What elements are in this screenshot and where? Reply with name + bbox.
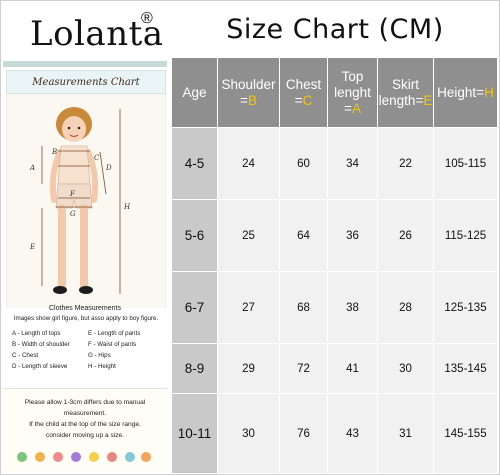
header-label: Age: [182, 85, 206, 101]
skirt-length-cell: 28: [378, 272, 434, 344]
height-cell: 105-115: [434, 128, 498, 200]
header-label: Height=H: [437, 85, 494, 101]
legend-item: H - Height: [88, 363, 116, 370]
brand-logo: Lolanta ®: [6, 2, 166, 56]
legend-item: A - Length of tops: [12, 330, 61, 337]
header-label: Skirt length=E: [378, 77, 433, 109]
fruit-decoration-icons: [17, 452, 151, 462]
legend-row: A - Length of tops E - Length of pants: [12, 328, 164, 339]
note-box: [3, 388, 167, 471]
header-shoulder: Shoulder =B: [218, 58, 280, 128]
top-length-cell: 38: [328, 272, 378, 344]
header-top-length: Top lenght =A: [328, 58, 378, 128]
legend-item: C - Chest: [12, 352, 39, 359]
measurement-code: B: [247, 92, 257, 108]
panel-top-bar: [3, 61, 167, 67]
header-text: Chest =: [285, 76, 322, 108]
skirt-length-cell: 22: [378, 128, 434, 200]
child-figure-illustration: B C D A F G E H: [29, 107, 131, 294]
label-g: G: [70, 210, 76, 218]
chest-cell: 64: [280, 200, 328, 272]
header-text: Height=: [437, 84, 485, 100]
shoulder-cell: 25: [218, 200, 280, 272]
header-label: Chest =C: [280, 77, 327, 109]
legend-row: C - Chest G - Hips: [12, 350, 164, 361]
height-cell: 145-155: [434, 394, 498, 474]
header-age: Age: [172, 58, 218, 128]
skirt-length-cell: 31: [378, 394, 434, 474]
clothes-measurements-title: Clothes Measurements: [49, 305, 121, 312]
age-cell: 10-11: [172, 394, 218, 474]
note-line: Please allow 1-3cm differs due to manual: [24, 399, 146, 406]
height-cell: 115-125: [434, 200, 498, 272]
top-length-cell: 34: [328, 128, 378, 200]
shoulder-cell: 24: [218, 128, 280, 200]
chest-cell: 76: [280, 394, 328, 474]
legend-row: B - Width of shoulder F - Waist of pants: [12, 339, 164, 350]
chest-cell: 60: [280, 128, 328, 200]
age-cell: 6-7: [172, 272, 218, 344]
legend-item: B - Width of shoulder: [12, 341, 70, 348]
brand-name: Lolanta: [30, 14, 164, 54]
skirt-length-cell: 30: [378, 344, 434, 394]
legend-item: G - Hips: [88, 352, 111, 359]
legend-item: D - Length of sleeve: [12, 363, 68, 370]
panel-title-box: Measurements Chart: [6, 70, 166, 94]
header-height: Height=H: [434, 58, 498, 128]
height-cell: 125-135: [434, 272, 498, 344]
note-line: measurement.: [63, 410, 107, 417]
header-text: Shoulder =: [221, 76, 276, 108]
legend-row: D - Length of sleeve H - Height: [12, 361, 164, 372]
measurement-code: C: [302, 92, 313, 108]
age-cell: 5-6: [172, 200, 218, 272]
label-a: A: [29, 164, 35, 172]
label-b: B: [51, 148, 57, 156]
note-line: consider moving up a size.: [45, 432, 125, 439]
registered-mark: ®: [141, 10, 153, 27]
header-text: Age: [182, 84, 207, 100]
measurement-code: H: [484, 84, 494, 100]
measurements-chart-title: Measurements Chart: [32, 76, 140, 88]
size-chart-title: Size Chart (CM): [226, 13, 444, 45]
chest-cell: 72: [280, 344, 328, 394]
shoulder-cell: 29: [218, 344, 280, 394]
legend-item: F - Waist of pants: [88, 341, 137, 348]
size-chart-table: Age Shoulder =B Chest =C Top lenght =A Skirt…: [172, 58, 498, 475]
header-label: Shoulder =B: [218, 77, 279, 109]
measurement-code: E: [423, 92, 433, 108]
header-label: Top lenght =A: [328, 69, 377, 117]
shoulder-cell: 30: [218, 394, 280, 474]
label-c: C: [94, 154, 100, 162]
header-text: Top lenght =: [334, 68, 371, 116]
header-chest: Chest =C: [280, 58, 328, 128]
label-f: F: [69, 190, 76, 198]
age-cell: 4-5: [172, 128, 218, 200]
legend-item: E - Length of pants: [88, 330, 141, 337]
top-length-cell: 41: [328, 344, 378, 394]
sizing-note: Please allow 1-3cm differs due to manual…: [3, 397, 167, 441]
top-length-cell: 43: [328, 394, 378, 474]
note-line: If the child at the top of the size rang…: [29, 421, 141, 428]
skirt-length-cell: 26: [378, 200, 434, 272]
header-text: Skirt length=: [378, 76, 424, 108]
measurement-legend: A - Length of tops E - Length of pants B…: [12, 328, 164, 372]
label-d: D: [105, 164, 112, 172]
top-length-cell: 36: [328, 200, 378, 272]
shoulder-cell: 27: [218, 272, 280, 344]
chest-cell: 68: [280, 272, 328, 344]
header-skirt-length: Skirt length=E: [378, 58, 434, 128]
height-cell: 135-145: [434, 344, 498, 394]
clothes-measurements-subtitle: Images show girl figure, but asso apply …: [13, 315, 159, 322]
age-cell: 8-9: [172, 344, 218, 394]
measurement-code: A: [351, 100, 361, 116]
label-e: E: [29, 243, 35, 251]
measurements-panel: Measurements Chart B C D A: [0, 58, 170, 475]
label-h: H: [123, 203, 131, 211]
